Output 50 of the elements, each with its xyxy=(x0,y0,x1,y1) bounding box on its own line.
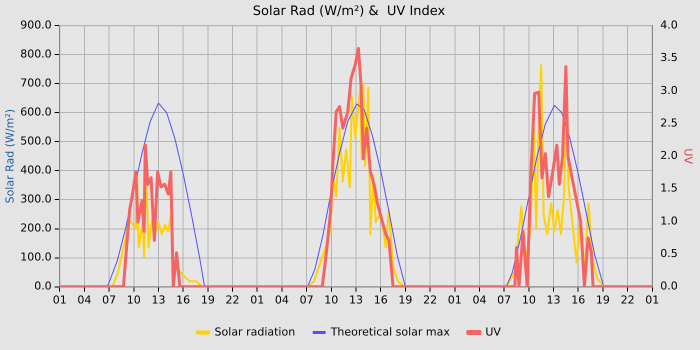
x-tick-label: 10 xyxy=(126,293,141,306)
y2-tick-label: 3.5 xyxy=(660,51,678,64)
y-tick-label: 0.0 xyxy=(34,280,52,293)
y-tick-label: 300.0 xyxy=(20,192,52,206)
x-tick-label: 13 xyxy=(546,293,561,306)
x-tick-label: 01 xyxy=(448,293,462,306)
y-axis-title: Solar Rad (W/m²) xyxy=(3,108,16,204)
y2-tick-label: 3.0 xyxy=(660,84,678,97)
x-tick-label: 22 xyxy=(226,293,240,306)
x-tick-label: 19 xyxy=(596,293,610,306)
y2-axis-title: UV xyxy=(682,148,695,164)
x-tick-label: 16 xyxy=(374,293,388,306)
x-tick-label: 10 xyxy=(324,293,338,306)
x-tick-label: 22 xyxy=(620,293,635,306)
x-tick-label: 22 xyxy=(423,293,438,306)
y-tick-label: 400.0 xyxy=(20,164,52,177)
x-tick-label: 01 xyxy=(250,293,264,306)
x-tick-label: 13 xyxy=(151,293,166,306)
y2-tick-label: 4.0 xyxy=(660,18,678,32)
x-tick-label: 19 xyxy=(398,293,412,306)
y-tick-label: 200.0 xyxy=(20,222,52,235)
x-tick-label: 16 xyxy=(176,293,190,306)
legend-label: Solar radiation xyxy=(214,325,296,338)
x-tick-label: 07 xyxy=(497,293,512,306)
y-tick-label: 500.0 xyxy=(20,134,52,148)
x-tick-label: 16 xyxy=(571,293,586,306)
y2-tick-label: 1.0 xyxy=(660,214,678,228)
x-tick-label: 04 xyxy=(77,293,92,306)
y-tick-label: 100.0 xyxy=(20,250,52,264)
y2-tick-label: 1.5 xyxy=(660,182,678,195)
x-tick-label: 07 xyxy=(102,293,116,306)
x-tick-label: 19 xyxy=(200,293,215,306)
y-tick-label: 600.0 xyxy=(20,106,52,119)
x-tick-label: 04 xyxy=(274,293,289,306)
x-tick-label: 07 xyxy=(300,293,314,306)
y-tick-label: 700.0 xyxy=(20,76,52,90)
y2-tick-label: 2.5 xyxy=(660,116,678,130)
legend-label: Theoretical solar max xyxy=(330,325,450,338)
y-tick-label: 900.0 xyxy=(20,18,52,32)
x-tick-label: 01 xyxy=(52,293,67,306)
y2-tick-label: 2.0 xyxy=(660,149,678,162)
y-tick-label: 800.0 xyxy=(20,47,52,60)
legend-label: UV xyxy=(485,325,502,338)
x-tick-label: 01 xyxy=(645,293,660,306)
chart-title: Solar Rad (W/m²) & UV Index xyxy=(252,4,446,20)
y2-tick-label: 0.0 xyxy=(660,280,678,293)
x-tick-label: 13 xyxy=(349,293,363,306)
y2-tick-label: 0.5 xyxy=(660,247,678,260)
x-tick-label: 04 xyxy=(472,293,486,306)
x-tick-label: 10 xyxy=(522,293,536,306)
